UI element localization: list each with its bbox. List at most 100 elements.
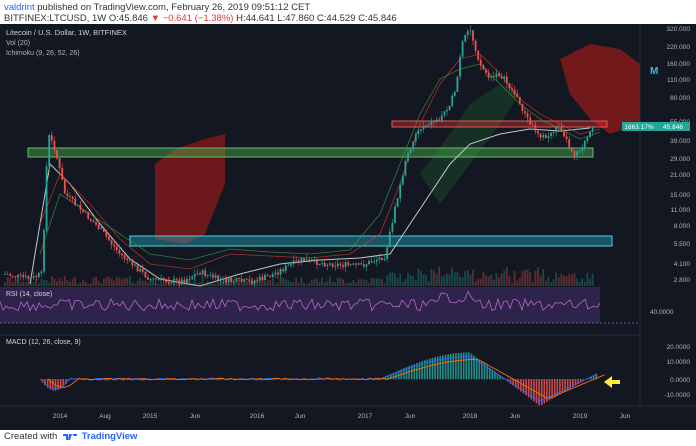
candle-body bbox=[544, 135, 547, 138]
candle-body bbox=[45, 166, 48, 231]
volume-bar bbox=[474, 280, 477, 286]
ma-line-green bbox=[39, 63, 601, 261]
candle-body bbox=[274, 272, 277, 275]
symbol-ohlc-line: BITFINEX:LTCUSD, 1W O:45.846 ▼ −0.641 (−… bbox=[4, 13, 397, 24]
candle-body bbox=[461, 41, 464, 57]
volume-bar bbox=[212, 283, 214, 286]
macd-bar bbox=[543, 379, 546, 404]
volume-bar bbox=[412, 276, 415, 286]
macd-bar bbox=[59, 379, 62, 389]
volume-bar bbox=[279, 278, 282, 286]
chart-canvas[interactable]: 320.000220.000160.000110.00080.00055.000… bbox=[0, 24, 696, 430]
open-value: 45.846 bbox=[118, 13, 148, 24]
volume-bar bbox=[383, 283, 386, 286]
volume-bar bbox=[126, 278, 129, 286]
volume-bar bbox=[32, 282, 35, 286]
candle-body bbox=[69, 196, 71, 197]
candle-body bbox=[529, 117, 532, 125]
volume-bar bbox=[102, 279, 105, 286]
volume-bar bbox=[310, 280, 313, 286]
candle-body bbox=[539, 133, 542, 138]
candle-body bbox=[565, 136, 568, 140]
volume-bar bbox=[516, 280, 519, 286]
candle-body bbox=[82, 209, 84, 212]
time-axis[interactable]: 2014 Aug 2015 Jun 2016 Jun 2017 Jun 2018 Jun 2019 J… bbox=[53, 413, 631, 420]
macd-tick: 0.0000 bbox=[670, 377, 690, 384]
candle-body bbox=[518, 96, 521, 104]
volume-bar bbox=[375, 278, 378, 286]
volume-bar bbox=[131, 282, 134, 286]
ichimoku-cloud-2019 bbox=[560, 44, 640, 134]
macd-bar bbox=[564, 379, 566, 392]
macd-bar bbox=[462, 352, 465, 380]
volume-bar bbox=[240, 281, 243, 286]
candle-body bbox=[17, 274, 19, 278]
macd-tick: 20.0000 bbox=[667, 344, 691, 351]
volume-bar bbox=[492, 279, 495, 286]
macd-bar bbox=[553, 379, 556, 398]
volume-bar bbox=[50, 276, 53, 286]
macd-bar bbox=[522, 379, 525, 394]
candle-body bbox=[492, 76, 495, 78]
macd-bar bbox=[517, 379, 520, 390]
volume-bar bbox=[524, 269, 526, 286]
price-tick: 160.000 bbox=[667, 61, 691, 68]
candle-body bbox=[570, 147, 573, 152]
volume-bar bbox=[264, 283, 266, 286]
volume-bar bbox=[347, 282, 350, 286]
volume-bar bbox=[531, 281, 534, 286]
volume-bar bbox=[53, 278, 56, 286]
candle-body bbox=[14, 276, 17, 278]
volume-bar bbox=[469, 274, 472, 286]
time-label: 2014 bbox=[53, 413, 68, 420]
candle-body bbox=[160, 277, 162, 280]
candle-body bbox=[446, 109, 448, 112]
macd-bar bbox=[501, 377, 504, 380]
volume-bar bbox=[581, 278, 584, 286]
candlestick-series[interactable] bbox=[4, 25, 594, 289]
volume-bar bbox=[360, 279, 363, 286]
candle-body bbox=[110, 240, 113, 245]
volume-bar bbox=[274, 283, 277, 286]
candle-body bbox=[552, 132, 555, 134]
macd-bar bbox=[408, 366, 410, 380]
volume-bar bbox=[82, 280, 84, 286]
volume-bar bbox=[511, 283, 513, 286]
candle-body bbox=[53, 140, 56, 151]
candle-body bbox=[79, 204, 82, 210]
candle-body bbox=[178, 280, 181, 285]
candle-body bbox=[448, 105, 451, 110]
volume-bar bbox=[292, 282, 295, 286]
rsi-line bbox=[0, 290, 601, 312]
volume-bar bbox=[420, 270, 422, 286]
volume-bar bbox=[261, 278, 264, 286]
candle-body bbox=[251, 280, 253, 284]
candle-body bbox=[342, 265, 344, 267]
candle-body bbox=[258, 276, 261, 281]
candle-body bbox=[30, 277, 32, 279]
volume-bar bbox=[56, 281, 58, 286]
price-tick: 39.000 bbox=[670, 138, 690, 145]
volume-bar bbox=[557, 277, 560, 286]
macd-bar bbox=[470, 353, 473, 380]
watermark-letter: M bbox=[650, 66, 658, 77]
candle-body bbox=[555, 126, 558, 133]
volume-bar bbox=[4, 282, 6, 286]
volume-bar bbox=[19, 282, 22, 286]
macd-bar bbox=[442, 355, 444, 380]
volume-bar bbox=[141, 280, 144, 286]
author-link[interactable]: valdrint bbox=[4, 2, 35, 13]
candle-body bbox=[287, 265, 290, 267]
candle-body bbox=[212, 274, 214, 278]
volume-bar bbox=[409, 275, 412, 286]
volume-bar bbox=[95, 276, 97, 286]
volume-bar bbox=[9, 277, 12, 286]
volume-bar bbox=[568, 273, 571, 286]
volume-bar bbox=[188, 279, 191, 286]
tradingview-brand[interactable]: TradingView bbox=[81, 431, 138, 442]
candle-body bbox=[394, 206, 396, 224]
volume-bar bbox=[58, 278, 61, 286]
volume-bar bbox=[500, 273, 503, 286]
candle-body bbox=[433, 120, 435, 123]
volume-bar bbox=[199, 282, 201, 286]
